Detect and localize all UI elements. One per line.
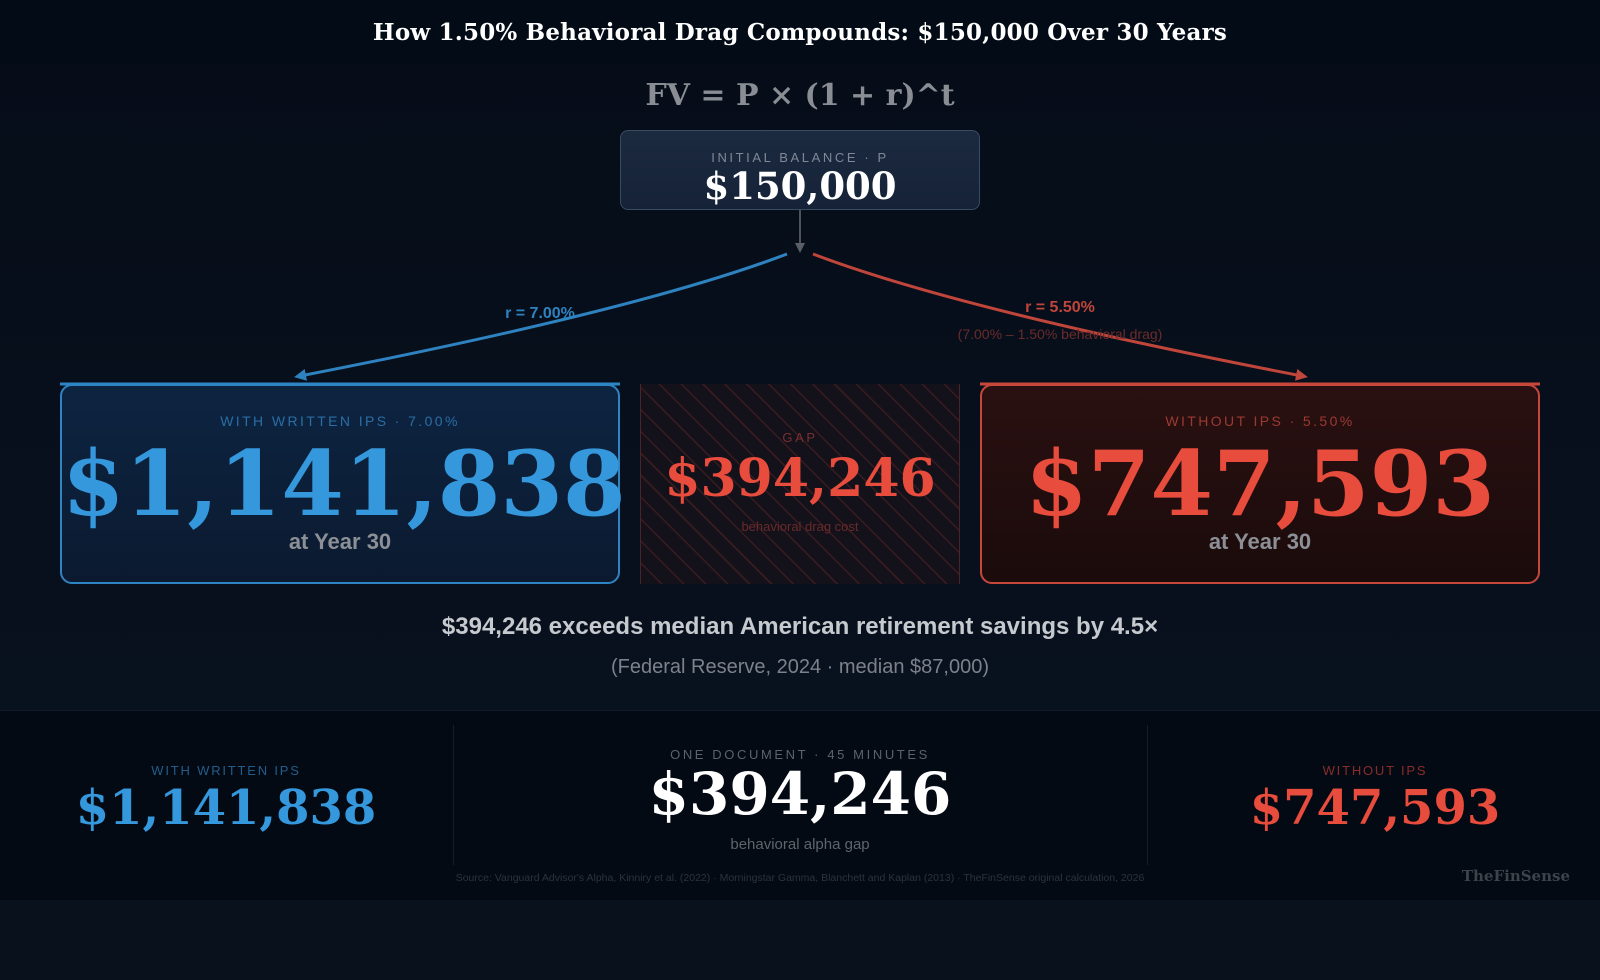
formula: FV = P × (1 + r)^t <box>645 78 955 113</box>
initial-balance-box: INITIAL BALANCE · P $150,000 <box>620 130 980 210</box>
summary-without-ips-label: WITHOUT IPS <box>1322 763 1428 778</box>
summary-gap-label: ONE DOCUMENT · 45 MINUTES <box>670 747 930 762</box>
without-ips-card: WITHOUT IPS · 5.50% $747,593 at Year 30 <box>980 384 1540 584</box>
gap-label: GAP <box>782 430 818 445</box>
fact-source: (Federal Reserve, 2024 · median $87,000) <box>611 656 989 678</box>
without-ips-rate-note: (7.00% – 1.50% behavioral drag) <box>957 326 1163 342</box>
divider-right <box>1147 725 1148 865</box>
with-ips-rate: r = 7.00% <box>505 305 575 322</box>
summary-with-ips-label: WITH WRITTEN IPS <box>151 763 301 778</box>
source-citation: Source: Vanguard Advisor's Alpha, Kinnir… <box>455 872 1145 884</box>
divider-left <box>453 725 454 865</box>
initial-balance-value: $150,000 <box>703 164 897 208</box>
summary-with-ips: WITH WRITTEN IPS $1,141,838 <box>40 763 412 836</box>
without-ips-rate: r = 5.50% <box>1025 299 1095 316</box>
summary-without-ips-value: $747,593 <box>1249 780 1501 836</box>
gap-panel: GAP $394,246 behavioral drag cost <box>640 384 960 584</box>
without-ips-card-label: WITHOUT IPS · 5.50% <box>1165 413 1355 429</box>
without-ips-card-value: $747,593 <box>1025 431 1495 537</box>
summary-gap-sub: behavioral alpha gap <box>730 836 870 853</box>
gap-sub: behavioral drag cost <box>741 519 859 534</box>
gap-value: $394,246 <box>664 448 936 509</box>
with-ips-card: WITH WRITTEN IPS · 7.00% $1,141,838 at Y… <box>60 384 626 584</box>
with-ips-card-value: $1,141,838 <box>62 431 626 537</box>
without-ips-card-sub: at Year 30 <box>1208 529 1312 554</box>
header: How 1.50% Behavioral Drag Compounds: $15… <box>0 0 1600 64</box>
initial-balance-label: INITIAL BALANCE · P <box>711 150 889 165</box>
page-title: How 1.50% Behavioral Drag Compounds: $15… <box>372 18 1228 46</box>
summary-with-ips-value: $1,141,838 <box>75 780 377 836</box>
summary-without-ips: WITHOUT IPS $747,593 <box>1150 763 1600 836</box>
brand-logo: TheFinSense <box>1461 867 1570 885</box>
summary-gap: ONE DOCUMENT · 45 MINUTES $394,246 behav… <box>454 747 1146 853</box>
with-ips-card-label: WITH WRITTEN IPS · 7.00% <box>220 413 460 429</box>
summary-band: WITH WRITTEN IPS $1,141,838 ONE DOCUMENT… <box>0 710 1600 900</box>
with-ips-card-sub: at Year 30 <box>288 529 392 554</box>
fact-headline: $394,246 exceeds median American retirem… <box>441 613 1159 640</box>
summary-gap-value: $394,246 <box>648 760 952 828</box>
